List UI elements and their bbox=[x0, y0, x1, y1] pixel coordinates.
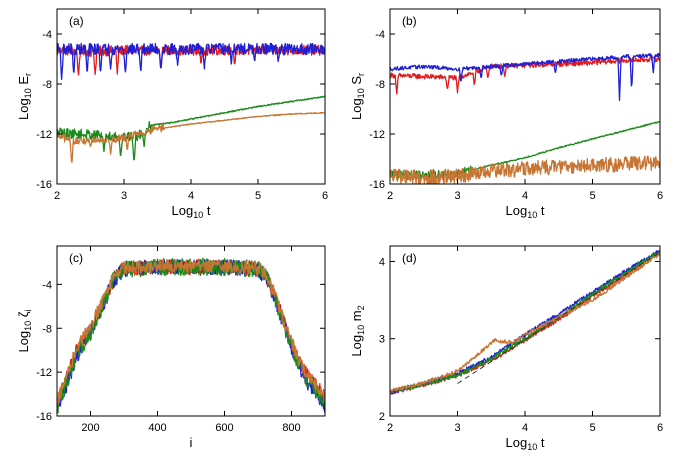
x-tick-label: 600 bbox=[215, 422, 233, 434]
label-base: Log bbox=[506, 203, 528, 218]
label-sub: 10 bbox=[356, 325, 366, 335]
y-axis-label: Log10 m2 bbox=[349, 305, 366, 356]
x-axis-label: i bbox=[190, 435, 193, 450]
series-group bbox=[57, 42, 325, 163]
label-base: Log bbox=[349, 98, 364, 120]
label-base: i bbox=[190, 435, 193, 450]
x-tick-label: 6 bbox=[657, 190, 663, 202]
plot-frame bbox=[389, 245, 661, 417]
x-axis-label: Log10 t bbox=[506, 203, 545, 220]
label-rest: t bbox=[537, 203, 545, 218]
series-line-orange bbox=[57, 111, 325, 163]
y-tick-label: -4 bbox=[42, 29, 52, 41]
y-tick-label: 4 bbox=[379, 256, 385, 268]
x-tick-label: 2 bbox=[54, 190, 60, 202]
x-tick-label: 5 bbox=[589, 422, 595, 434]
label-base: Log bbox=[349, 335, 364, 357]
y-tick-label: -8 bbox=[375, 79, 385, 91]
x-tick-label: 4 bbox=[522, 190, 528, 202]
label-sub: 10 bbox=[23, 88, 33, 98]
series-line-red bbox=[390, 250, 660, 395]
series-line-green bbox=[57, 95, 325, 161]
label-sub: 10 bbox=[23, 321, 33, 331]
x-axis-label: Log10 t bbox=[506, 435, 545, 452]
panel-label: (b) bbox=[402, 14, 417, 28]
series-line-blue bbox=[57, 42, 325, 80]
series-line-orange bbox=[390, 252, 660, 394]
y-tick-label: -16 bbox=[36, 411, 52, 423]
x-tick-label: 2 bbox=[387, 422, 393, 434]
y-tick-label: -8 bbox=[42, 79, 52, 91]
y-tick-label: 2 bbox=[379, 411, 385, 423]
label-rest: ζ bbox=[16, 311, 31, 321]
panel-label: (c) bbox=[69, 251, 83, 265]
label-sub2: r bbox=[23, 73, 33, 76]
series-group bbox=[390, 249, 660, 395]
series-line-blue bbox=[390, 250, 660, 395]
x-axis-label: Log10 t bbox=[172, 203, 211, 220]
x-tick-label: 5 bbox=[255, 190, 261, 202]
series-line-orange bbox=[390, 155, 660, 184]
label-rest: E bbox=[16, 76, 31, 89]
x-tick-label: 400 bbox=[148, 422, 166, 434]
series-line-reference bbox=[457, 251, 660, 384]
x-tick-label: 6 bbox=[322, 190, 328, 202]
y-axis-label: Log10 ζi bbox=[16, 309, 33, 352]
y-tick-label: -4 bbox=[375, 29, 385, 41]
x-tick-label: 4 bbox=[188, 190, 194, 202]
series-group bbox=[390, 52, 660, 184]
x-tick-label: 3 bbox=[454, 422, 460, 434]
label-base: Log bbox=[16, 98, 31, 120]
y-tick-label: -16 bbox=[369, 179, 385, 191]
label-base: Log bbox=[16, 331, 31, 353]
series-line-blue bbox=[57, 258, 325, 413]
series-line-blue bbox=[390, 52, 660, 101]
panel-label: (a) bbox=[69, 14, 84, 28]
y-tick-label: -8 bbox=[42, 323, 52, 335]
y-tick-label: -12 bbox=[369, 129, 385, 141]
series-line-orange bbox=[57, 258, 325, 406]
x-tick-label: 4 bbox=[522, 422, 528, 434]
label-sub2: r bbox=[356, 73, 366, 76]
label-base: Log bbox=[172, 203, 194, 218]
series-line-green bbox=[57, 257, 325, 414]
label-sub: 10 bbox=[527, 210, 537, 220]
y-tick-label: 3 bbox=[379, 334, 385, 346]
series-line-green bbox=[390, 121, 660, 181]
x-tick-label: 200 bbox=[81, 422, 99, 434]
series-group bbox=[57, 257, 325, 414]
y-tick-label: -12 bbox=[36, 129, 52, 141]
x-tick-label: 800 bbox=[282, 422, 300, 434]
y-axis-label: Log10 Er bbox=[16, 73, 33, 120]
label-sub: 10 bbox=[193, 210, 203, 220]
panel-label: (d) bbox=[402, 251, 417, 265]
plot-frame bbox=[56, 8, 326, 185]
y-tick-label: -12 bbox=[36, 367, 52, 379]
plot-frame bbox=[56, 245, 326, 417]
label-sub2: 2 bbox=[356, 305, 366, 310]
x-tick-label: 6 bbox=[657, 422, 663, 434]
label-rest: t bbox=[203, 203, 211, 218]
series-line-green bbox=[390, 249, 660, 394]
y-tick-label: -4 bbox=[42, 279, 52, 291]
x-tick-label: 3 bbox=[121, 190, 127, 202]
label-sub: 10 bbox=[527, 442, 537, 452]
label-base: Log bbox=[506, 435, 528, 450]
x-tick-label: 3 bbox=[454, 190, 460, 202]
label-rest: m bbox=[349, 310, 364, 324]
y-axis-label: Log10 Sr bbox=[349, 73, 366, 120]
label-rest: t bbox=[537, 435, 545, 450]
label-sub: 10 bbox=[356, 88, 366, 98]
x-tick-label: 2 bbox=[387, 190, 393, 202]
label-sub2: i bbox=[23, 309, 33, 311]
label-rest: S bbox=[349, 76, 364, 89]
x-tick-label: 5 bbox=[589, 190, 595, 202]
y-tick-label: -16 bbox=[36, 179, 52, 191]
